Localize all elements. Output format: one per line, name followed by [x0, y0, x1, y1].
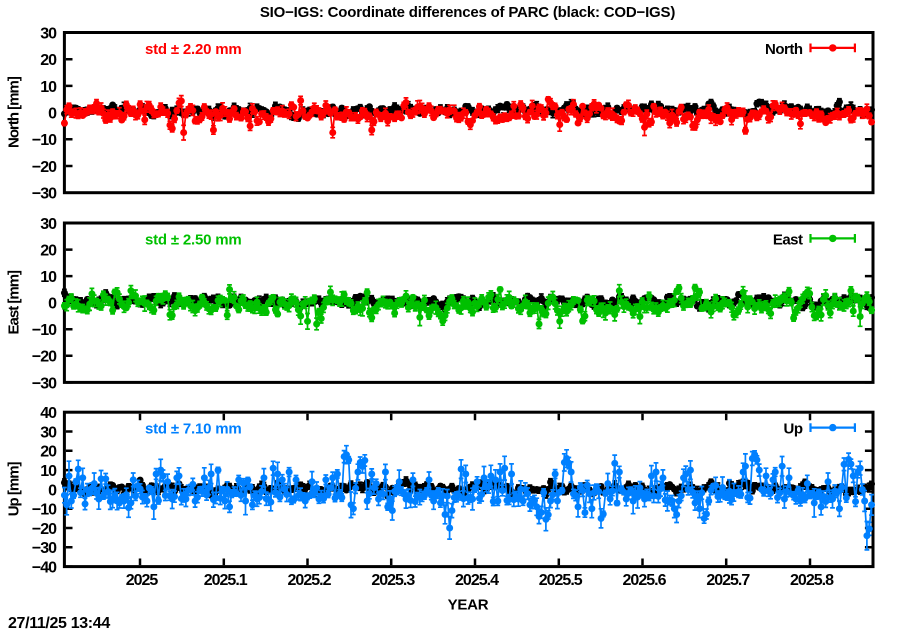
svg-text:−30: −30 — [32, 186, 57, 203]
svg-text:30: 30 — [40, 216, 57, 233]
svg-text:2025.2: 2025.2 — [288, 572, 332, 589]
svg-text:2025.4: 2025.4 — [455, 572, 499, 589]
svg-text:−20: −20 — [32, 521, 57, 538]
svg-text:Up: Up — [784, 421, 803, 438]
svg-text:30: 30 — [40, 424, 57, 441]
svg-text:2025.3: 2025.3 — [371, 572, 415, 589]
svg-text:40: 40 — [40, 405, 57, 422]
svg-text:std ± 2.20 mm: std ± 2.20 mm — [145, 41, 242, 58]
svg-text:20: 20 — [40, 52, 57, 69]
svg-text:−20: −20 — [32, 349, 57, 366]
svg-text:−30: −30 — [32, 540, 57, 557]
svg-text:North [mm]: North [mm] — [5, 76, 22, 148]
svg-text:2025.5: 2025.5 — [539, 572, 583, 589]
svg-text:2025.1: 2025.1 — [204, 572, 248, 589]
svg-text:−10: −10 — [32, 322, 57, 339]
svg-text:0: 0 — [48, 106, 57, 123]
svg-text:30: 30 — [40, 25, 57, 42]
svg-text:20: 20 — [40, 243, 57, 260]
svg-text:−10: −10 — [32, 132, 57, 149]
svg-text:2025.8: 2025.8 — [790, 572, 834, 589]
svg-text:YEAR: YEAR — [448, 597, 489, 614]
svg-text:std ± 7.10 mm: std ± 7.10 mm — [145, 421, 242, 438]
svg-text:SIO−IGS: Coordinate difference: SIO−IGS: Coordinate differences of PARC … — [260, 4, 675, 21]
svg-text:−40: −40 — [32, 560, 57, 577]
svg-text:East: East — [773, 231, 803, 248]
svg-text:−20: −20 — [32, 159, 57, 176]
svg-text:10: 10 — [40, 79, 57, 96]
svg-text:−10: −10 — [32, 502, 57, 519]
svg-text:East [mm]: East [mm] — [5, 270, 22, 335]
svg-text:Up [mm]: Up [mm] — [5, 461, 22, 516]
svg-text:10: 10 — [40, 269, 57, 286]
svg-text:std ± 2.50 mm: std ± 2.50 mm — [145, 231, 242, 248]
svg-text:0: 0 — [48, 296, 57, 313]
svg-text:0: 0 — [48, 482, 57, 499]
svg-text:20: 20 — [40, 444, 57, 461]
svg-text:10: 10 — [40, 463, 57, 480]
svg-text:−30: −30 — [32, 375, 57, 392]
svg-text:North: North — [765, 41, 803, 58]
svg-text:2025: 2025 — [126, 572, 159, 589]
svg-text:27/11/25 13:44: 27/11/25 13:44 — [8, 615, 110, 630]
svg-text:2025.6: 2025.6 — [623, 572, 667, 589]
svg-text:2025.7: 2025.7 — [706, 572, 750, 589]
